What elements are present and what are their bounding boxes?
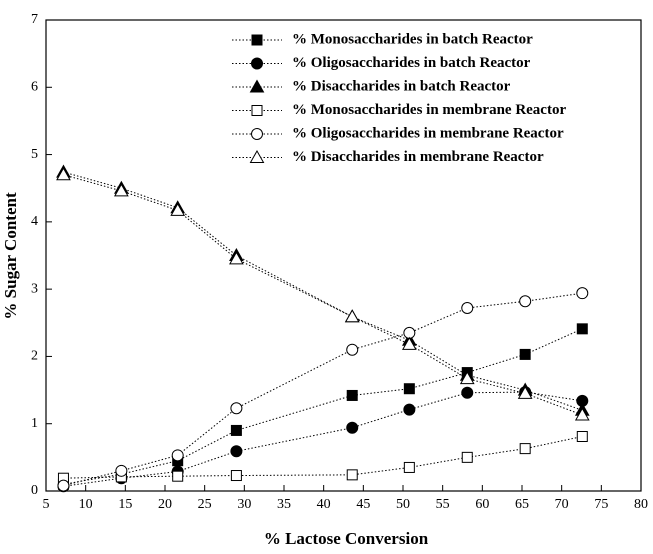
x-tick-label: 70 <box>555 497 569 512</box>
legend-marker <box>251 57 263 70</box>
marker <box>229 251 244 265</box>
legend-label: % Oligosaccharides in batch Reactor <box>292 55 531 71</box>
marker <box>230 470 242 482</box>
x-tick-label: 75 <box>594 497 608 512</box>
marker <box>56 167 71 181</box>
x-tick-label: 35 <box>277 497 291 512</box>
marker <box>403 403 416 416</box>
marker <box>230 445 243 458</box>
marker <box>461 386 474 399</box>
y-tick-label: 7 <box>31 12 38 27</box>
x-tick-label: 40 <box>317 497 331 512</box>
x-tick-label: 55 <box>436 497 450 512</box>
marker <box>459 371 475 385</box>
x-tick-label: 25 <box>198 497 212 512</box>
legend-marker <box>251 128 263 140</box>
y-tick-label: 0 <box>31 483 38 498</box>
x-tick-label: 80 <box>634 497 648 512</box>
series-line <box>63 391 583 487</box>
legend-label: % Disaccharides in membrane Reactor <box>292 149 544 165</box>
marker <box>576 430 588 442</box>
marker <box>115 464 128 477</box>
y-tick-label: 1 <box>31 416 38 431</box>
marker <box>346 389 358 401</box>
marker <box>170 202 186 216</box>
y-tick-label: 6 <box>31 80 38 95</box>
legend-marker <box>251 105 263 116</box>
x-tick-label: 60 <box>475 497 489 512</box>
marker <box>576 323 588 335</box>
plot-frame <box>45 19 642 492</box>
marker <box>461 301 474 314</box>
marker <box>519 295 532 308</box>
marker <box>403 461 415 473</box>
y-tick-label: 3 <box>31 281 38 296</box>
legend-marker <box>251 34 263 46</box>
marker <box>401 336 417 350</box>
marker <box>346 469 358 481</box>
y-tick-label: 5 <box>31 147 38 162</box>
x-tick-label: 20 <box>158 497 172 512</box>
legend-label: % Monosaccharides in batch Reactor <box>292 31 533 47</box>
legend-marker <box>249 79 265 93</box>
series-line <box>63 174 583 416</box>
marker <box>172 470 184 482</box>
marker <box>576 287 589 300</box>
marker <box>403 326 416 339</box>
marker <box>346 421 359 434</box>
marker <box>517 385 533 399</box>
legend-label: % Oligosaccharides in membrane Reactor <box>292 125 564 141</box>
x-tick-label: 30 <box>237 497 251 512</box>
series-line <box>63 436 583 479</box>
x-tick-label: 65 <box>515 497 529 512</box>
x-tick-label: 15 <box>118 497 132 512</box>
marker <box>461 451 473 463</box>
y-tick-label: 4 <box>31 214 38 229</box>
x-tick-label: 50 <box>396 497 410 512</box>
marker <box>519 443 531 455</box>
marker <box>57 479 70 492</box>
series-line <box>63 171 583 411</box>
y-tick-label: 2 <box>31 349 38 364</box>
marker <box>230 424 242 436</box>
x-axis-label: % Lactose Conversion <box>264 529 429 548</box>
series-line <box>63 328 583 485</box>
marker <box>344 309 360 323</box>
legend-label: % Disaccharides in batch Reactor <box>292 78 511 94</box>
marker <box>403 383 415 395</box>
marker <box>171 449 184 462</box>
marker <box>114 183 129 197</box>
y-axis-label: % Sugar Content <box>1 192 20 320</box>
marker <box>346 343 359 356</box>
legend-label: % Monosaccharides in membrane Reactor <box>292 102 566 118</box>
marker <box>519 348 531 360</box>
series-line <box>63 292 583 487</box>
marker <box>230 402 243 415</box>
legend-marker <box>249 149 265 163</box>
marker <box>574 407 590 421</box>
x-tick-label: 5 <box>43 497 50 512</box>
x-tick-label: 10 <box>79 497 93 512</box>
x-tick-label: 45 <box>356 497 370 512</box>
